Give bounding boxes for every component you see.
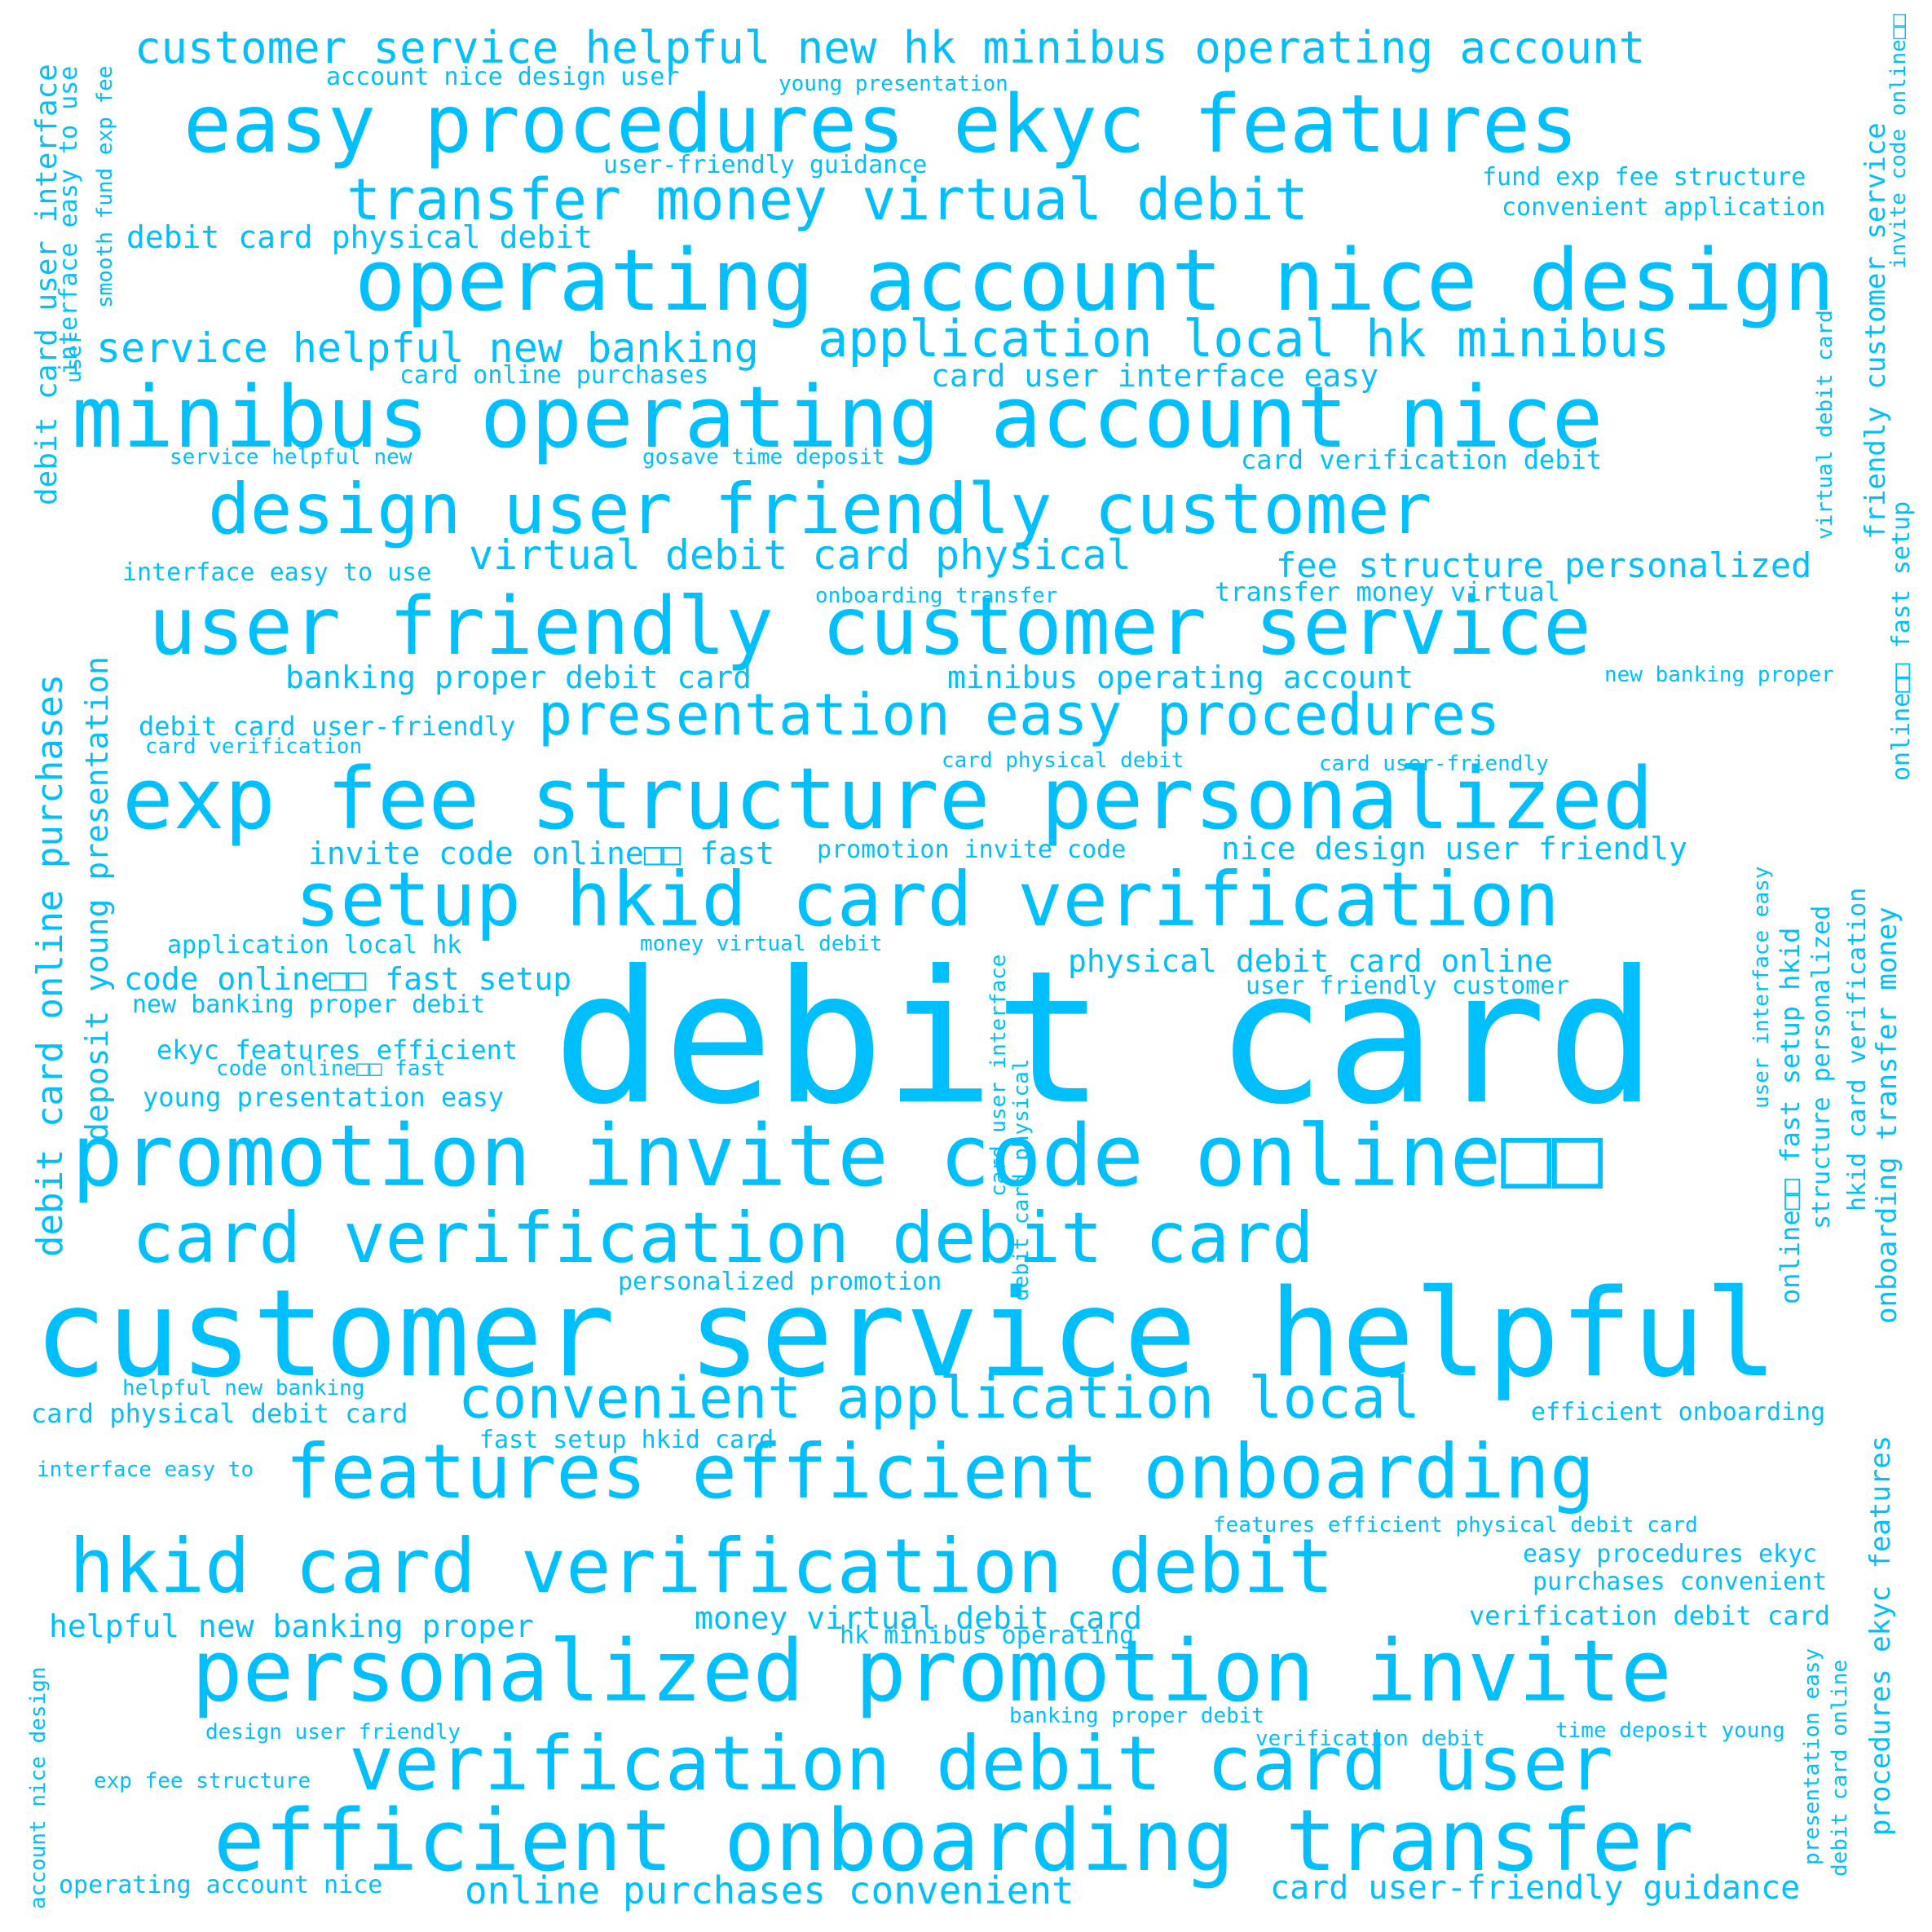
- cloud-word: card physical debit card: [31, 1398, 408, 1429]
- cloud-word: purchases convenient: [1533, 1568, 1828, 1596]
- cloud-word-vertical: invite code online□□: [1886, 13, 1911, 269]
- cloud-word: convenient application local: [458, 1365, 1421, 1431]
- cloud-word-vertical: onboarding transfer money: [1871, 906, 1903, 1324]
- cloud-word: online purchases convenient: [465, 1868, 1074, 1912]
- cloud-word: convenient application: [1502, 193, 1826, 222]
- cloud-word: minibus operating account: [947, 659, 1414, 695]
- cloud-word: code online□□ fast: [216, 1056, 446, 1081]
- cloud-word: exp fee structure: [94, 1769, 311, 1793]
- cloud-word-vertical: debit card online: [1828, 1659, 1852, 1877]
- cloud-word-vertical: presentation easy: [1800, 1647, 1824, 1865]
- cloud-word-vertical: virtual debit card: [1813, 310, 1837, 540]
- cloud-word: helpful new banking proper: [49, 1608, 534, 1644]
- cloud-word: debit card user-friendly: [139, 711, 516, 742]
- cloud-word: features efficient physical debit card: [1213, 1513, 1698, 1537]
- cloud-word: efficient onboarding transfer: [214, 1791, 1694, 1890]
- cloud-word-vertical: account nice design: [26, 1666, 51, 1909]
- cloud-word: card physical debit: [942, 748, 1184, 773]
- cloud-word: verification debit card user: [349, 1720, 1613, 1807]
- cloud-word: efficient onboarding: [1531, 1398, 1826, 1427]
- cloud-word: interface easy to: [37, 1458, 254, 1482]
- cloud-word: time deposit young: [1555, 1718, 1785, 1743]
- cloud-word: fund exp fee structure: [1482, 163, 1806, 192]
- cloud-word: ekyc features efficient: [157, 1034, 518, 1065]
- cloud-word: card user-friendly: [1319, 752, 1549, 776]
- cloud-word: user-friendly guidance: [603, 151, 928, 179]
- cloud-word: debit card physical debit: [126, 219, 593, 255]
- cloud-word: user friendly customer service: [148, 580, 1592, 673]
- cloud-word: card verification debit: [1241, 444, 1603, 475]
- cloud-word-vertical: user: [62, 332, 86, 383]
- cloud-word: service helpful new banking: [96, 324, 759, 372]
- cloud-word: code online□□ fast setup: [124, 961, 572, 997]
- cloud-word-vertical: card user interface: [986, 954, 1011, 1197]
- cloud-word: invite code online□□ fast: [308, 836, 774, 871]
- cloud-word: card user-friendly guidance: [1270, 1869, 1801, 1907]
- cloud-word: nice design user friendly: [1221, 831, 1687, 867]
- cloud-word: account nice design user: [326, 63, 680, 91]
- cloud-word: easy procedures ekyc features: [183, 78, 1579, 171]
- cloud-word: young presentation: [779, 72, 1008, 96]
- cloud-word: minibus operating account nice: [72, 368, 1603, 467]
- cloud-word: card verification debit card: [132, 1198, 1314, 1279]
- cloud-word: verification debit card: [1469, 1600, 1831, 1631]
- cloud-word: helpful new banking: [122, 1376, 365, 1400]
- cloud-word: debit card: [553, 932, 1657, 1145]
- cloud-word: application local hk minibus: [818, 309, 1670, 368]
- cloud-word-vertical: procedures ekyc features: [1864, 1435, 1897, 1836]
- cloud-word: easy procedures ekyc: [1523, 1540, 1818, 1568]
- cloud-word: application local hk: [167, 931, 462, 959]
- cloud-word-vertical: user interface easy: [1749, 866, 1774, 1109]
- cloud-word: features efficient onboarding: [285, 1428, 1595, 1515]
- cloud-word: money virtual debit card: [695, 1600, 1143, 1636]
- cloud-word: personalized promotion: [618, 1268, 942, 1296]
- cloud-word: new banking proper debit: [132, 990, 486, 1019]
- cloud-word: banking proper debit card: [285, 659, 752, 695]
- cloud-word: card verification: [145, 734, 363, 759]
- cloud-word: fee structure personalized: [1276, 545, 1812, 585]
- cloud-word: card user interface easy: [931, 358, 1379, 394]
- cloud-word: hk minibus operating: [840, 1621, 1135, 1650]
- cloud-word: hkid card verification debit: [69, 1523, 1334, 1610]
- cloud-word: design user friendly: [205, 1720, 461, 1745]
- cloud-word: promotion invite code: [817, 836, 1127, 864]
- cloud-word: customer service helpful new hk minibus …: [135, 22, 1646, 73]
- cloud-word: new banking proper: [1604, 663, 1834, 687]
- cloud-word: operating account nice design: [355, 231, 1835, 330]
- cloud-word: customer service helpful: [34, 1264, 1778, 1404]
- cloud-word: virtual debit card physical: [469, 532, 1131, 579]
- cloud-word-vertical: online□□ fast setup hkid: [1775, 927, 1806, 1304]
- cloud-word: money virtual debit: [640, 932, 883, 956]
- cloud-word: physical debit card online: [1068, 943, 1553, 979]
- cloud-word-vertical: debit card physical: [1009, 1058, 1034, 1301]
- cloud-word: verification debit: [1255, 1727, 1485, 1751]
- cloud-word: card online purchases: [399, 361, 709, 390]
- cloud-word: setup hkid card verification: [295, 856, 1559, 943]
- cloud-word: transfer money virtual: [1215, 576, 1560, 607]
- cloud-word-vertical: smooth fund exp fee: [93, 65, 117, 308]
- cloud-word: young presentation easy: [143, 1082, 505, 1113]
- cloud-word: design user friendly customer: [208, 469, 1432, 550]
- cloud-word-vertical: friendly customer service: [1859, 122, 1892, 540]
- cloud-word-vertical: structure personalized: [1807, 905, 1836, 1229]
- cloud-word: banking proper debit: [1009, 1704, 1265, 1728]
- cloud-word: personalized promotion invite: [192, 1621, 1672, 1721]
- cloud-word: user friendly customer: [1246, 972, 1570, 1000]
- cloud-word: fast setup hkid card: [479, 1426, 774, 1454]
- cloud-word: exp fee structure personalized: [122, 749, 1654, 849]
- cloud-word: transfer money virtual debit: [346, 166, 1309, 233]
- cloud-word-vertical: hkid card verification: [1843, 887, 1872, 1211]
- cloud-word-vertical: interface easy to use: [55, 65, 83, 375]
- cloud-word: presentation easy procedures: [538, 681, 1501, 748]
- cloud-word-vertical: online□□ fast setup: [1887, 501, 1916, 781]
- cloud-word: promotion invite code online□□: [72, 1106, 1603, 1206]
- cloud-word: gosave time deposit: [642, 445, 885, 470]
- cloud-word-vertical: debit card online purchases: [29, 673, 71, 1257]
- cloud-word: operating account nice: [59, 1871, 383, 1899]
- cloud-word: service helpful new: [170, 445, 412, 470]
- cloud-word-vertical: deposit young presentation: [79, 656, 115, 1141]
- cloud-word: onboarding transfer: [815, 584, 1058, 608]
- cloud-word: interface easy to use: [122, 558, 432, 587]
